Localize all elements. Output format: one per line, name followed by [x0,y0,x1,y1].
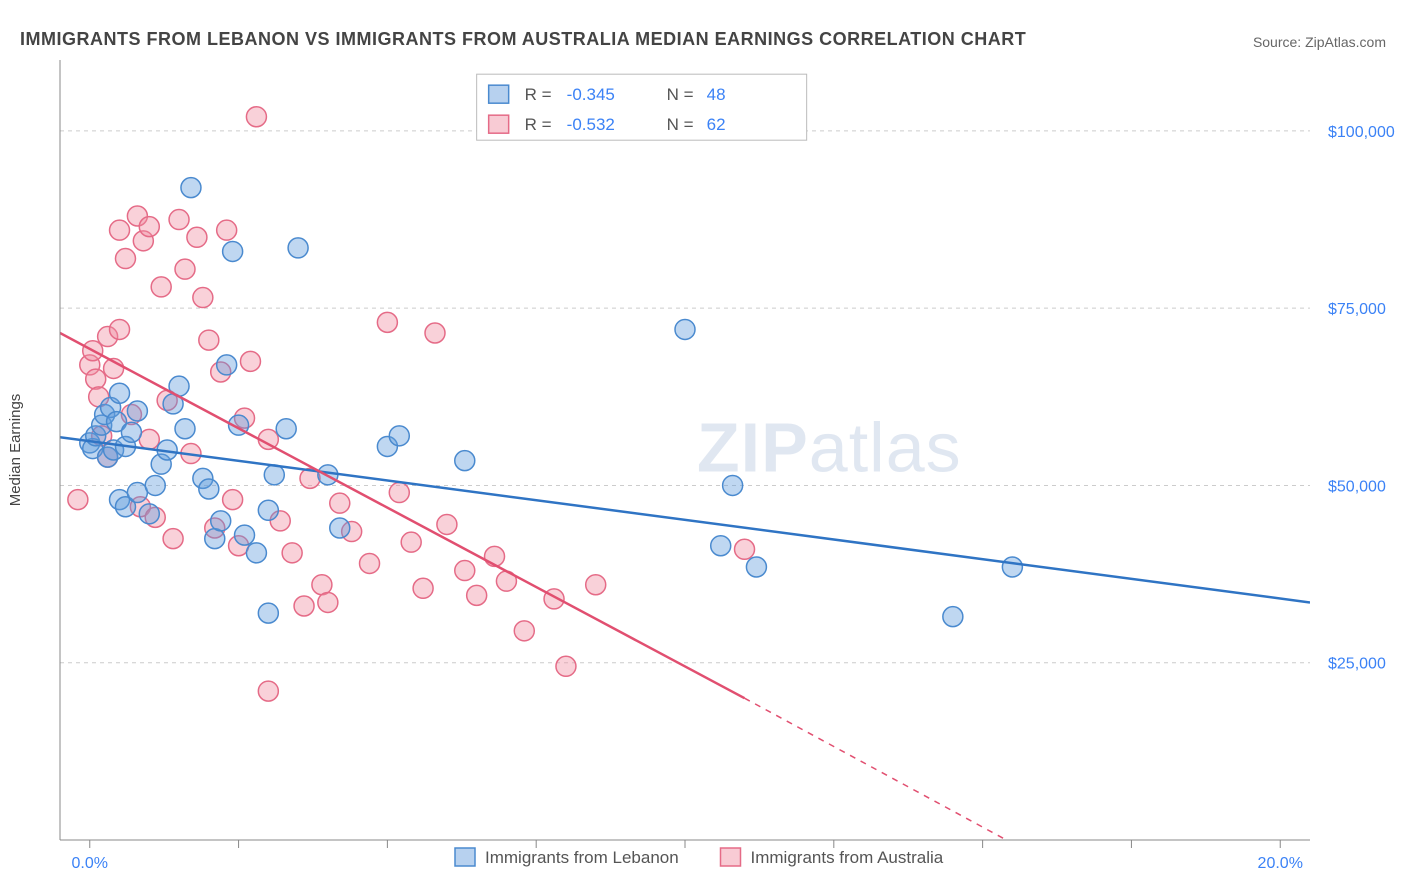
data-point-blue [121,422,141,442]
legend-swatch [489,85,509,103]
data-point-blue [145,475,165,495]
data-point-pink [151,277,171,297]
x-max-label: 20.0% [1258,855,1303,872]
x-min-label: 0.0% [72,855,108,872]
data-point-blue [199,479,219,499]
legend-n-value: 48 [707,85,726,104]
data-point-pink [217,220,237,240]
page-title: IMMIGRANTS FROM LEBANON VS IMMIGRANTS FR… [20,29,1026,50]
data-point-pink [282,543,302,563]
data-point-pink [110,319,130,339]
source-attribution: Source: ZipAtlas.com [1253,34,1386,50]
y-tick-label: $75,000 [1328,301,1386,318]
data-point-pink [413,578,433,598]
trend-extrap-pink [745,698,1007,840]
data-point-blue [181,178,201,198]
data-point-blue [675,319,695,339]
data-point-blue [258,500,278,520]
legend-r-value: -0.532 [567,115,615,134]
data-point-pink [586,575,606,595]
data-point-blue [723,475,743,495]
data-point-blue [276,419,296,439]
data-point-pink [467,585,487,605]
legend-r-label: R = [525,115,552,134]
data-point-blue [746,557,766,577]
data-point-pink [377,312,397,332]
data-point-pink [330,493,350,513]
data-point-pink [110,220,130,240]
data-point-pink [455,561,475,581]
chart-container: $25,000 $50,000 $75,000 $100,000 ZIPatlas 0.0… [0,50,1406,892]
data-point-pink [425,323,445,343]
data-point-pink [169,210,189,230]
data-point-blue [139,504,159,524]
data-point-blue [258,603,278,623]
data-point-pink [389,483,409,503]
trend-line-blue [60,437,1310,602]
data-point-pink [401,532,421,552]
data-point-pink [240,351,260,371]
series-label: Immigrants from Australia [751,848,944,867]
data-point-blue [288,238,308,258]
data-point-pink [86,369,106,389]
data-point-blue [246,543,266,563]
data-point-pink [735,539,755,559]
data-point-blue [943,607,963,627]
y-axis-title: Median Earnings [7,394,24,507]
legend-n-value: 62 [707,115,726,134]
data-point-pink [193,288,213,308]
data-point-pink [139,217,159,237]
legend-r-value: -0.345 [567,85,615,104]
data-point-pink [318,592,338,612]
y-tick-label: $50,000 [1328,478,1386,495]
data-point-blue [389,426,409,446]
data-point-blue [211,511,231,531]
y-tick-label: $100,000 [1328,124,1395,141]
data-point-blue [110,383,130,403]
watermark-text: ZIPatlas [697,408,962,486]
legend-n-label: N = [667,85,694,104]
legend-r-label: R = [525,85,552,104]
data-point-pink [258,681,278,701]
data-point-blue [205,529,225,549]
data-point-pink [115,249,135,269]
correlation-chart: $25,000 $50,000 $75,000 $100,000 ZIPatlas 0.0… [0,50,1406,892]
data-point-blue [235,525,255,545]
data-point-blue [330,518,350,538]
series-label: Immigrants from Lebanon [485,848,679,867]
data-point-pink [199,330,219,350]
data-point-pink [187,227,207,247]
data-point-blue [264,465,284,485]
data-point-blue [127,401,147,421]
data-point-pink [294,596,314,616]
data-point-blue [1002,557,1022,577]
data-point-pink [485,546,505,566]
data-point-pink [514,621,534,641]
data-point-blue [127,483,147,503]
data-point-pink [246,107,266,127]
data-point-blue [175,419,195,439]
data-point-pink [139,429,159,449]
data-point-pink [437,514,457,534]
data-point-blue [223,241,243,261]
data-point-blue [217,355,237,375]
data-point-pink [360,553,380,573]
data-point-pink [556,656,576,676]
data-point-blue [711,536,731,556]
data-point-pink [163,529,183,549]
data-point-pink [68,490,88,510]
data-point-pink [175,259,195,279]
data-point-pink [223,490,243,510]
series-swatch [455,848,475,866]
y-tick-label: $25,000 [1328,656,1386,673]
data-point-pink [312,575,332,595]
data-point-blue [455,451,475,471]
series-swatch [721,848,741,866]
legend-n-label: N = [667,115,694,134]
legend-swatch [489,115,509,133]
